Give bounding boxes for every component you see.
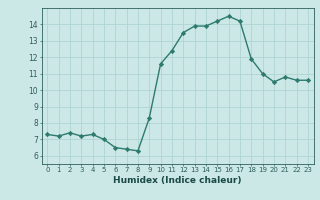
X-axis label: Humidex (Indice chaleur): Humidex (Indice chaleur): [113, 176, 242, 185]
